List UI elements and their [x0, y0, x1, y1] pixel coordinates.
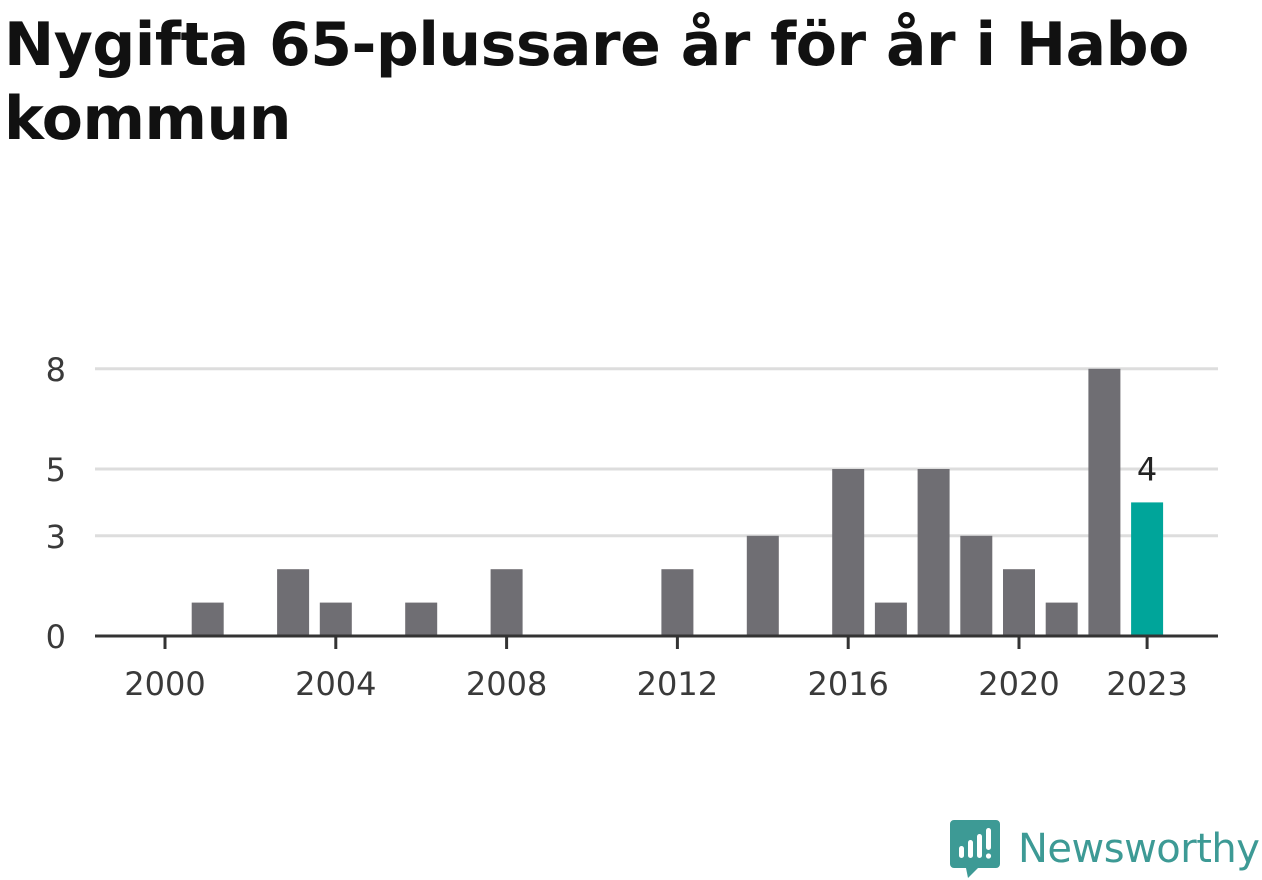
y-tick-label: 8 — [46, 351, 66, 389]
bar-2022 — [1088, 368, 1121, 636]
bar-2012 — [661, 569, 694, 636]
x-tick-label: 2016 — [807, 665, 888, 703]
y-tick-label: 5 — [46, 451, 66, 489]
brand-logo: Newsworthy — [950, 818, 1260, 880]
bar-2006 — [405, 602, 438, 636]
brand-name: Newsworthy — [1018, 826, 1260, 872]
newsworthy-logo-icon — [950, 820, 1000, 878]
bar-2008 — [490, 569, 523, 636]
x-tick-label: 2004 — [295, 665, 376, 703]
bar-2001 — [191, 602, 224, 636]
y-tick-label: 0 — [46, 618, 66, 656]
x-tick-label: 2000 — [124, 665, 205, 703]
x-tick-label: 2008 — [466, 665, 547, 703]
bar-2016 — [832, 469, 865, 636]
bar-2020 — [1003, 569, 1035, 636]
bar-2021 — [1045, 602, 1078, 636]
x-tick-label: 2023 — [1106, 665, 1187, 703]
bar-2019 — [960, 535, 993, 636]
bar-2018 — [917, 469, 950, 636]
y-tick-label: 3 — [46, 518, 66, 556]
y-axis-labels: 0 3 5 8 — [46, 351, 66, 656]
bar-2014 — [746, 535, 779, 636]
bar-2023 — [1131, 502, 1164, 636]
x-tick-label: 2012 — [637, 665, 718, 703]
bar-2004 — [319, 602, 352, 636]
chart-title: Nygifta 65-plussare år för år i Habo kom… — [4, 10, 1189, 154]
bars — [191, 368, 1164, 636]
data-labels: 4 — [1137, 450, 1157, 488]
bar-2003 — [277, 569, 310, 636]
data-label-highlight: 4 — [1137, 450, 1157, 488]
gridlines — [95, 367, 1218, 538]
x-tick-label: 2020 — [978, 665, 1059, 703]
x-axis: 2000 2004 2008 2012 2016 2020 2023 — [95, 634, 1218, 703]
bar-2017 — [874, 602, 907, 636]
